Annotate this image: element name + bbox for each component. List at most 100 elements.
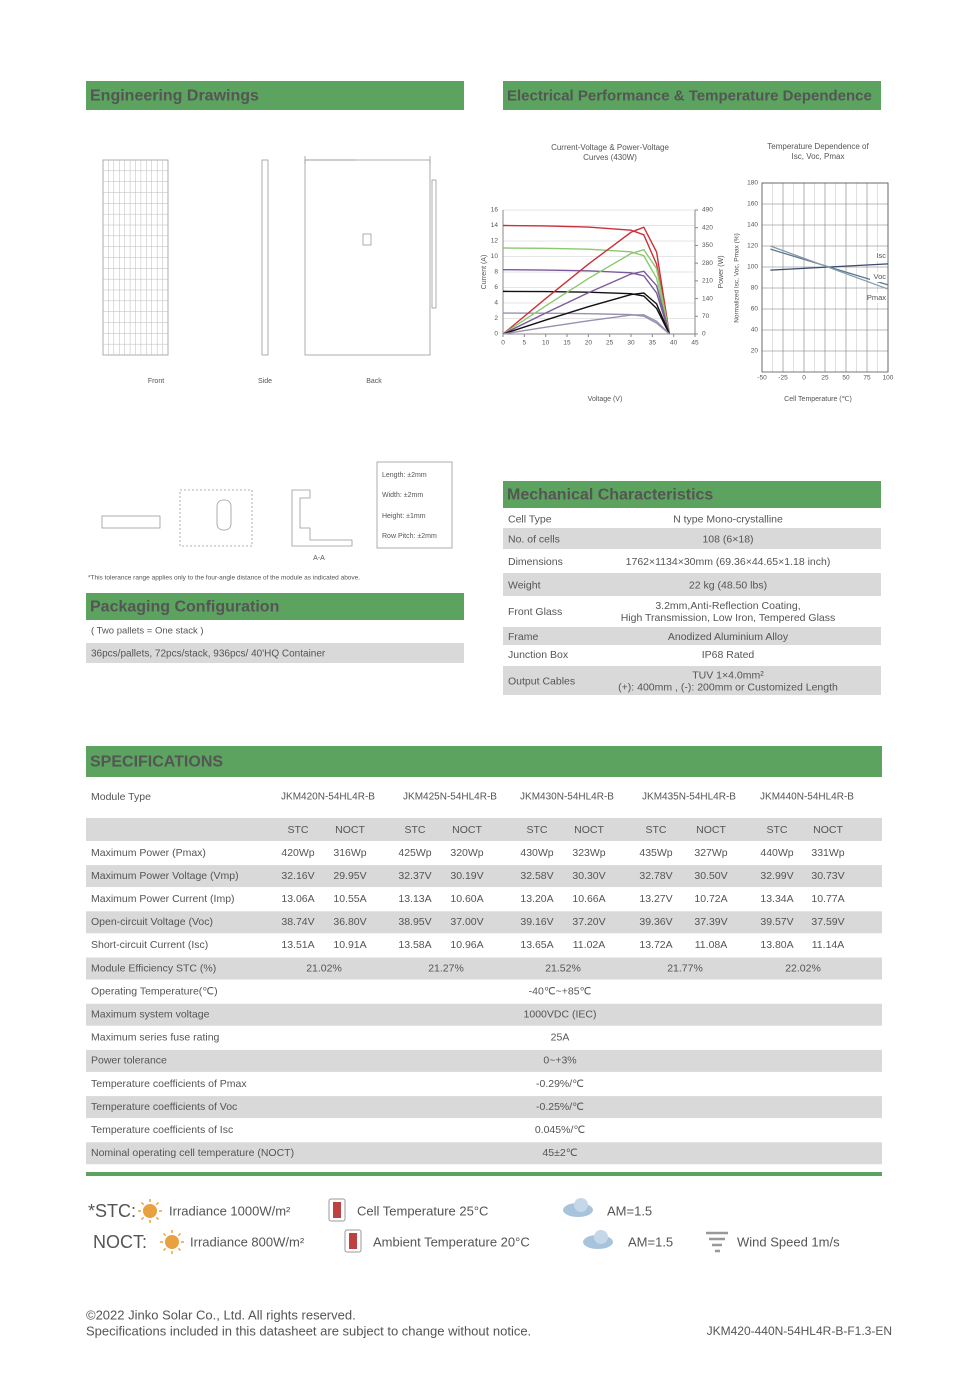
cell: 420Wp	[281, 847, 314, 859]
row-label: Power tolerance	[91, 1055, 167, 1067]
cell: 425Wp	[398, 847, 431, 859]
cell: 39.16V	[520, 916, 553, 928]
cell: -40℃~+85℃	[529, 985, 592, 997]
y-tick-label: 140	[747, 222, 758, 229]
cell: 13.58A	[398, 939, 431, 951]
row-label: Maximum Power (Pmax)	[91, 847, 206, 859]
cell: 22.02%	[785, 962, 821, 974]
x-axis-label: Voltage (V)	[588, 396, 623, 403]
section-bar	[86, 593, 464, 620]
cell: 11.14A	[812, 939, 845, 951]
cell: 25A	[551, 1032, 570, 1044]
profile	[291, 489, 353, 547]
view-label: Back	[366, 378, 382, 385]
cell: 21.52%	[545, 962, 581, 974]
y-axis-label: Normalized Isc, Voc, Pmax (%)	[734, 233, 741, 323]
col-header: STC	[405, 824, 426, 836]
cell: 11.08A	[695, 939, 728, 951]
y-tick-label: 100	[747, 264, 758, 271]
sun-icon	[165, 1235, 179, 1249]
row-label: Maximum Power Current (Imp)	[91, 893, 235, 905]
x-axis-label: Cell Temperature (℃)	[784, 396, 852, 403]
cell: 38.95V	[398, 916, 431, 928]
sun-ray	[162, 1247, 167, 1252]
packaging-text: 36pcs/pallets, 72pcs/stack, 936pcs/ 40'H…	[91, 649, 326, 660]
row-bg	[503, 666, 881, 695]
sun-icon	[143, 1204, 157, 1218]
cell: 37.59V	[811, 916, 844, 928]
cond-text: Irradiance 800W/m²	[190, 1234, 305, 1249]
x-tick-label: 35	[649, 340, 657, 347]
cell: 13.06A	[281, 893, 314, 905]
section-title: SPECIFICATIONS	[90, 754, 223, 771]
section-bar	[503, 81, 881, 110]
row-label: Temperature coefficients of Isc	[91, 1124, 233, 1136]
y-tick-label: 8	[494, 269, 498, 276]
y-axis-label: Current (A)	[481, 255, 488, 290]
model: JKM420N-54HL4R-B	[281, 792, 375, 803]
section-bar	[86, 746, 882, 777]
mech-value: Anodized Aluminium Alloy	[668, 631, 789, 643]
row-label: Maximum Power Voltage (Vmp)	[91, 870, 239, 882]
mech-value: High Transmission, Low Iron, Tempered Gl…	[621, 612, 836, 624]
cell: 32.37V	[398, 870, 431, 882]
cell: 32.99V	[760, 870, 793, 882]
cell: 10.72A	[694, 893, 727, 905]
x-tick-label: 30	[627, 340, 635, 347]
y-tick-label: 4	[494, 300, 498, 307]
x-tick-label: 25	[821, 375, 829, 382]
cell: 13.13A	[398, 893, 431, 905]
x-tick-label: -25	[778, 375, 788, 382]
cell: 32.58V	[520, 870, 553, 882]
y2-axis-label: Power (W)	[718, 255, 725, 288]
mech-value: (+): 400mm , (-): 200mm or Customized Le…	[618, 681, 838, 693]
y2-tick-label: 280	[702, 260, 713, 267]
y-tick-label: 60	[751, 306, 759, 313]
section-title: Mechanical Characteristics	[507, 487, 713, 504]
cell: 13.80A	[760, 939, 793, 951]
model: JKM440N-54HL4R-B	[760, 792, 854, 803]
curve	[502, 314, 670, 335]
section-bar	[86, 81, 464, 110]
model: JKM435N-54HL4R-B	[642, 792, 736, 803]
cell: 13.72A	[639, 939, 672, 951]
cell: 327Wp	[694, 847, 727, 859]
label-bg	[870, 293, 887, 303]
cell: -0.29%/℃	[536, 1078, 584, 1090]
y2-tick-label: 420	[702, 224, 713, 231]
mech-value: 22 kg (48.50 lbs)	[689, 579, 767, 591]
cell: 32.78V	[639, 870, 672, 882]
y-tick-label: 160	[747, 201, 758, 208]
series-label: Pmax	[867, 293, 886, 302]
mech-label: Junction Box	[508, 649, 569, 661]
row-label: Nominal operating cell temperature (NOCT…	[91, 1147, 294, 1159]
col-header: NOCT	[813, 824, 843, 836]
cell: 10.77A	[811, 893, 844, 905]
label-bg	[870, 251, 887, 261]
col-header: NOCT	[335, 824, 365, 836]
y2-tick-label: 350	[702, 242, 713, 249]
cell: 13.51A	[281, 939, 314, 951]
x-tick-label: 25	[606, 340, 614, 347]
view-label: Side	[258, 378, 272, 385]
x-tick-label: -50	[757, 375, 767, 382]
tolerance: Row Pitch: ±2mm	[382, 533, 437, 540]
cond-text: Ambient Temperature 20°C	[373, 1234, 530, 1249]
cell: 10.60A	[450, 893, 483, 905]
y2-tick-label: 210	[702, 278, 713, 285]
mech-value: N type Mono-crystalline	[673, 513, 783, 525]
cond-label: NOCT:	[93, 1232, 147, 1252]
cell: 13.34A	[760, 893, 793, 905]
thermo-fill	[349, 1233, 357, 1249]
cond-text: Irradiance 1000W/m²	[169, 1203, 291, 1218]
doc-code: JKM420-440N-54HL4R-B-F1.3-EN	[707, 1324, 892, 1338]
cell: -0.25%/℃	[536, 1101, 584, 1113]
row-bg	[86, 1142, 882, 1165]
x-tick-label: 0	[501, 340, 505, 347]
col-header: NOCT	[574, 824, 604, 836]
mech-label: Front Glass	[508, 606, 562, 618]
section	[179, 489, 253, 547]
y2-tick-label: 140	[702, 295, 713, 302]
row-label: Temperature coefficients of Pmax	[91, 1078, 247, 1090]
